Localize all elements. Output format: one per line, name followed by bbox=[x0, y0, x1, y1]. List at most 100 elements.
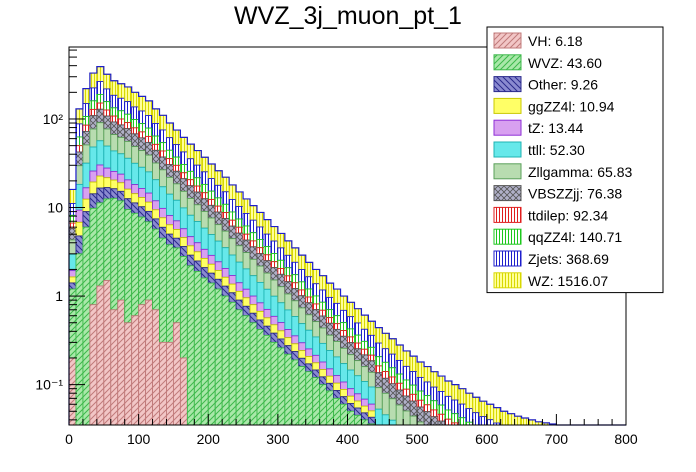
legend-swatch bbox=[493, 119, 522, 136]
bar-bin-41-series-3 bbox=[354, 400, 362, 409]
bar-bin-53-series-11 bbox=[437, 375, 446, 392]
bar-bin-41-series-4 bbox=[354, 393, 362, 402]
bar-bin-46-series-5 bbox=[388, 419, 397, 426]
bar-bin-14-series-4 bbox=[166, 215, 174, 226]
bar-bin-31-series-9 bbox=[284, 267, 293, 277]
bar-bin-9-series-10 bbox=[131, 106, 140, 120]
bar-bin-7-series-11 bbox=[117, 83, 126, 99]
bar-bin-9-series-9 bbox=[131, 119, 140, 129]
bar-bin-39-series-10 bbox=[340, 309, 348, 324]
bar-bin-48-series-11 bbox=[402, 350, 411, 367]
bar-bin-2-series-9 bbox=[82, 116, 91, 126]
bar-bin-44-series-7 bbox=[374, 372, 383, 389]
bar-bin-55-series-10 bbox=[451, 399, 460, 415]
bar-bin-26-series-3 bbox=[249, 304, 258, 314]
bar-bin-4-series-8 bbox=[96, 102, 105, 110]
bar-bin-21-series-11 bbox=[214, 170, 223, 186]
bar-bin-47-series-11 bbox=[395, 344, 404, 361]
bar-bin-23-series-4 bbox=[228, 275, 237, 285]
bar-bin-23-series-3 bbox=[228, 283, 237, 294]
bar-bin-22-series-9 bbox=[221, 203, 230, 214]
bar-bin-49-series-10 bbox=[409, 371, 418, 386]
bar-bin-24-series-8 bbox=[235, 226, 244, 234]
bar-bin-31-series-6 bbox=[284, 293, 293, 311]
bar-bin-39-series-5 bbox=[340, 363, 348, 383]
bar-bin-30-series-3 bbox=[277, 330, 286, 340]
bar-bin-51-series-7 bbox=[423, 411, 432, 426]
bar-bin-0-series-0 bbox=[68, 357, 77, 426]
legend-swatch bbox=[493, 141, 522, 158]
y-tick-label: 1 bbox=[55, 288, 63, 304]
bar-bin-38-series-9 bbox=[333, 315, 341, 325]
bar-bin-44-series-11 bbox=[374, 327, 383, 344]
bar-bin-17-series-1 bbox=[186, 265, 195, 426]
bar-bin-3-series-10 bbox=[89, 87, 98, 102]
bar-bin-7-series-0 bbox=[117, 299, 126, 426]
bar-bin-24-series-2 bbox=[235, 299, 244, 311]
bar-bin-61-series-11 bbox=[493, 407, 502, 424]
legend-entry-label: Other: 9.26 bbox=[528, 77, 598, 93]
bar-bin-2-series-3 bbox=[82, 198, 91, 213]
bar-bin-8-series-6 bbox=[124, 140, 133, 159]
x-tick-label: 800 bbox=[614, 431, 638, 447]
bar-bin-42-series-5 bbox=[360, 381, 369, 400]
bar-bin-41-series-10 bbox=[354, 322, 362, 336]
bar-bin-29-series-4 bbox=[270, 315, 279, 326]
bar-bin-28-series-10 bbox=[263, 233, 272, 248]
bar-bin-35-series-2 bbox=[312, 369, 321, 379]
bar-bin-38-series-10 bbox=[333, 302, 341, 317]
bar-bin-41-series-1 bbox=[354, 414, 362, 426]
bar-bin-19-series-8 bbox=[200, 192, 209, 200]
bar-bin-22-series-7 bbox=[221, 218, 230, 232]
bar-bin-29-series-1 bbox=[270, 341, 279, 426]
bar-bin-32-series-6 bbox=[291, 300, 300, 318]
bar-bin-8-series-8 bbox=[124, 122, 133, 130]
bar-bin-6-series-11 bbox=[110, 80, 119, 96]
bar-bin-35-series-5 bbox=[312, 336, 321, 356]
bar-bin-42-series-2 bbox=[360, 412, 369, 421]
bar-bin-34-series-6 bbox=[305, 314, 314, 331]
bar-bin-57-series-10 bbox=[465, 408, 474, 423]
bar-bin-45-series-6 bbox=[381, 392, 390, 416]
bar-bin-3-series-9 bbox=[89, 100, 98, 110]
x-tick-label: 500 bbox=[405, 431, 429, 447]
bar-bin-0-series-5 bbox=[68, 253, 77, 272]
bar-bin-11-series-3 bbox=[145, 201, 153, 212]
bar-bin-19-series-9 bbox=[200, 183, 209, 194]
bar-bin-18-series-3 bbox=[193, 251, 202, 262]
bar-bin-24-series-5 bbox=[235, 261, 244, 284]
bar-bin-4-series-3 bbox=[96, 175, 105, 189]
bar-bin-9-series-1 bbox=[131, 212, 140, 317]
legend-entry-label: WZ: 1516.07 bbox=[528, 273, 608, 289]
bar-bin-1-series-9 bbox=[75, 136, 84, 147]
bar-bin-12-series-9 bbox=[152, 135, 160, 145]
bar-bin-40-series-8 bbox=[347, 336, 355, 344]
bar-bin-64-series-11 bbox=[514, 415, 523, 426]
bar-bin-43-series-5 bbox=[367, 386, 376, 405]
bar-bin-4-series-0 bbox=[96, 285, 105, 426]
legend-swatch bbox=[493, 54, 522, 71]
bar-bin-10-series-10 bbox=[138, 110, 147, 125]
bar-bin-26-series-8 bbox=[249, 240, 258, 248]
bar-bin-44-series-8 bbox=[374, 365, 383, 374]
bar-bin-1-series-1 bbox=[75, 253, 84, 426]
bar-bin-50-series-7 bbox=[416, 406, 425, 423]
bar-bin-25-series-4 bbox=[242, 288, 251, 299]
bar-bin-22-series-1 bbox=[221, 295, 230, 426]
bar-bin-25-series-1 bbox=[242, 315, 251, 426]
bar-bin-19-series-11 bbox=[200, 156, 209, 173]
bar-bin-21-series-7 bbox=[214, 211, 223, 226]
bar-bin-4-series-11 bbox=[96, 66, 105, 82]
bar-bin-38-series-3 bbox=[333, 382, 341, 391]
bar-bin-58-series-10 bbox=[472, 412, 481, 426]
bar-bin-43-series-4 bbox=[367, 403, 376, 412]
bar-bin-7-series-5 bbox=[117, 153, 126, 175]
bar-bin-0-series-1 bbox=[68, 288, 77, 359]
bar-bin-6-series-7 bbox=[110, 121, 119, 135]
bar-bin-43-series-11 bbox=[367, 320, 376, 336]
bar-bin-40-series-1 bbox=[347, 410, 355, 426]
bar-bin-6-series-8 bbox=[110, 115, 119, 123]
bar-bin-44-series-6 bbox=[374, 387, 383, 410]
bar-bin-5-series-2 bbox=[103, 187, 112, 200]
